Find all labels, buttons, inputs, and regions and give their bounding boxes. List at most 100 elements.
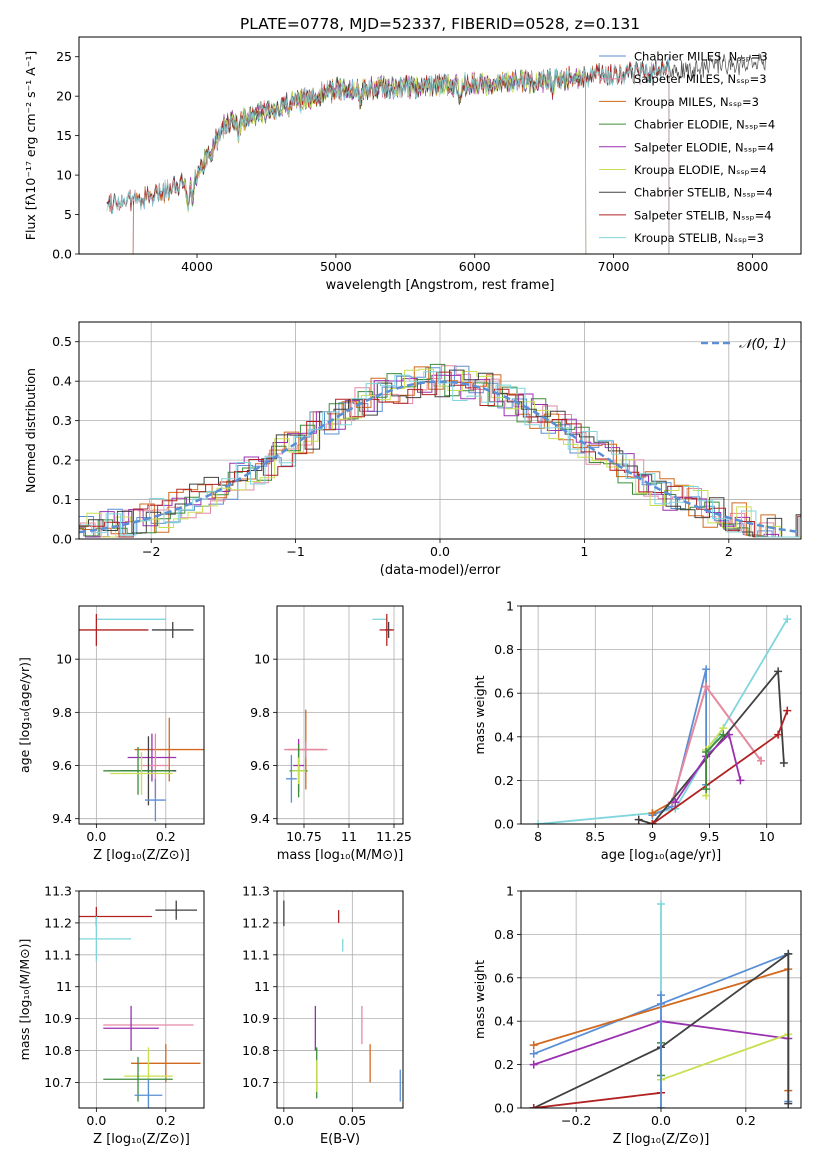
y-tick-label: 0.2 (494, 1057, 514, 1072)
weight-marker (657, 1104, 665, 1108)
y-tick-label: 11.2 (44, 915, 72, 930)
data-point (103, 1056, 173, 1102)
x-tick-label: 0.0 (86, 1113, 106, 1128)
weight-marker (648, 809, 657, 818)
x-axis-label: Z [log₁₀(Z/Z⊙)] (93, 1132, 190, 1147)
panel-age-vs-mass: 10.75 11 11.25 9.4 9.6 9.8 10 mass [log₁₀(M/M⊙)… (250, 605, 412, 863)
gaussian-curve (79, 380, 801, 534)
x-tick-label: 0.0 (430, 544, 450, 559)
legend-entry: Salpeter STELIB, Nₛₛₚ=4 (634, 208, 772, 222)
weight-marker (702, 748, 711, 757)
spectrum-series-line (182, 69, 587, 254)
axes-frame (520, 605, 802, 825)
weight-marker (529, 1041, 538, 1050)
weight-marker (736, 776, 745, 785)
y-tick-label: 0.0 (52, 247, 72, 262)
weight-marker (784, 1099, 793, 1108)
y-tick-label: 10.8 (44, 1043, 72, 1058)
x-tick-label: 6000 (459, 259, 491, 274)
y-tick-label: 0.6 (494, 970, 514, 985)
data-point (79, 613, 149, 646)
panel-weight-vs-Z: −0.2 0.0 0.2 0.0 0.2 0.4 0.6 0.8 1 Z [log₁₀(Z/Z⊙)… (472, 884, 802, 1147)
x-axis-label: (data-model)/error (380, 563, 501, 578)
y-tick-label: 20 (56, 89, 72, 104)
y-tick-label: 10.9 (242, 1011, 270, 1026)
x-axis-label: wavelength [Angstrom, rest frame] (326, 278, 555, 293)
y-axis-label: mass [log₁₀(M/M⊙)] (17, 939, 32, 1061)
x-tick-label: 8.5 (585, 829, 605, 844)
weight-series-line (660, 1033, 789, 1081)
panel-residuals: −2 −1 0.0 1 2 0.0 0.1 0.2 0.3 0.4 0.5 (data-model)/… (23, 321, 802, 578)
x-tick-label: 10.75 (286, 829, 322, 844)
legend-entry: Salpeter ELODIE, Nₛₛₚ=4 (634, 140, 774, 154)
axes-frame (78, 36, 802, 255)
weight-marker (529, 1104, 538, 1108)
data-point (103, 746, 173, 795)
legend-entry: Kroupa ELODIE, Nₛₛₚ=4 (634, 163, 767, 177)
plot-area (534, 615, 792, 824)
x-tick-label: −2 (142, 544, 160, 559)
legend-entry: Chabrier STELIB, Nₛₛₚ=4 (634, 186, 773, 200)
x-tick-label: 9 (648, 829, 656, 844)
x-axis-label: E(B-V) (320, 1132, 360, 1147)
y-tick-label: 5 (64, 207, 72, 222)
data-point (155, 900, 198, 920)
weight-marker (634, 815, 643, 824)
histogram-series (79, 374, 801, 538)
weight-marker (757, 756, 765, 765)
y-tick-label: 11.2 (242, 915, 270, 930)
y-tick-label: 9.8 (250, 705, 270, 720)
x-tick-label: 1 (580, 544, 588, 559)
weight-marker (529, 1060, 538, 1069)
y-axis-label: mass weight (472, 960, 487, 1039)
plot-area (284, 613, 394, 803)
weight-series-line (674, 732, 742, 803)
x-tick-label: 5000 (320, 259, 352, 274)
x-axis-label: Z [log₁₀(Z/Z⊙)] (93, 848, 190, 863)
panel-spectrum: 4000 5000 6000 7000 8000 0.0 5 10 15 20 25 waveleng… (23, 15, 802, 293)
plot-area (79, 613, 204, 822)
y-tick-label: 0.3 (52, 413, 72, 428)
y-tick-label: 1 (506, 884, 514, 899)
y-tick-label: 0.0 (52, 532, 72, 547)
x-tick-label: 0.0 (651, 1113, 671, 1128)
x-tick-label: 0.2 (736, 1113, 756, 1128)
histogram-series (79, 365, 801, 538)
data-point (134, 717, 204, 782)
y-tick-label: 10.7 (44, 1075, 72, 1090)
y-tick-label: 10.9 (44, 1011, 72, 1026)
panel-mass-vs-EBV: 0.0 0.05 10.7 10.8 10.9 11 11.1 11.2 11.3 E(B-V) (242, 884, 404, 1147)
data-point (291, 757, 306, 785)
plot-area (79, 900, 201, 1108)
x-tick-label: 8000 (736, 259, 768, 274)
data-point (284, 741, 328, 758)
histogram-series (79, 363, 801, 538)
weight-marker (657, 991, 665, 1000)
histogram-series (79, 366, 801, 538)
y-tick-label: 10.8 (242, 1043, 270, 1058)
weight-marker (719, 730, 728, 739)
y-tick-label: 11 (254, 979, 270, 994)
x-tick-label: −1 (286, 544, 304, 559)
legend-entry: Kroupa MILES, Nₛₛₚ=3 (634, 95, 759, 109)
y-tick-label: 9.4 (250, 811, 270, 826)
weight-marker (534, 820, 543, 824)
weight-marker (774, 730, 783, 739)
y-tick-label: 11.3 (242, 884, 270, 899)
y-tick-label: 10 (254, 652, 270, 667)
y-tick-label: 0.0 (494, 817, 514, 832)
y-tick-label: 11.1 (242, 947, 270, 962)
weight-series-line (652, 668, 707, 817)
x-tick-label: 0.0 (86, 829, 106, 844)
data-point (110, 752, 173, 795)
legend-entry: Salpeter MILES, Nₛₛₚ=3 (634, 72, 767, 86)
x-tick-label: 11.25 (376, 829, 412, 844)
y-tick-label: 1 (506, 599, 514, 614)
plot-area (283, 900, 401, 1102)
x-tick-label: 0.2 (156, 829, 176, 844)
y-tick-label: 0.2 (52, 453, 72, 468)
axes-frame (78, 321, 802, 540)
x-axis-label: age [log₁₀(age/yr)] (601, 848, 722, 863)
weight-series-line (533, 952, 790, 1108)
spectrum-series-line (106, 61, 670, 254)
